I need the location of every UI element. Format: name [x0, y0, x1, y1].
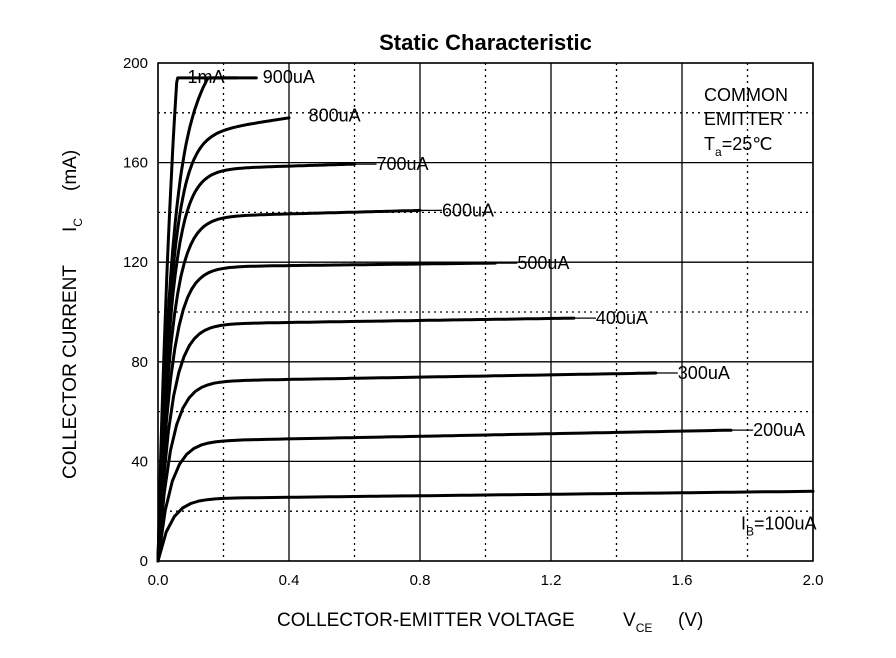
curve-label-500uA: 500uA	[517, 253, 569, 273]
curve-500uA	[156, 261, 497, 563]
x-axis-label-symbol: VCE	[623, 610, 652, 635]
grid	[157, 62, 814, 562]
curve-label-800uA: 800uA	[309, 105, 361, 125]
y-tick-label: 200	[123, 55, 148, 72]
curve-400uA	[156, 316, 576, 563]
plot-frame	[157, 62, 814, 562]
curve-label-600uA: 600uA	[442, 200, 494, 220]
curve-600uA	[156, 208, 422, 563]
curve-label-200uA: 200uA	[753, 420, 805, 440]
curve-label-300uA: 300uA	[678, 363, 730, 383]
x-tick-label: 0.0	[148, 572, 169, 589]
chart-title: Static Characteristic	[379, 30, 592, 55]
curve-labels: IB=100uA 200uA 300uA 400uA 500uA 600uA 700uA 80…	[187, 67, 816, 539]
tick-labels: 0.0 0.4 0.8 1.2 1.6 2.0 0 40 80 120 160 200	[123, 55, 823, 589]
curve-1mA	[156, 76, 239, 563]
x-tick-label: 2.0	[803, 572, 824, 589]
y-tick-label: 120	[123, 254, 148, 271]
x-axis-label-main: COLLECTOR-EMITTER VOLTAGE	[277, 610, 575, 631]
y-tick-label: 40	[131, 453, 148, 470]
y-axis-label-main: COLLECTOR CURRENT	[60, 265, 81, 479]
curve-label-1mA: 1mA	[187, 67, 224, 87]
y-axis-label-group: COLLECTOR CURRENT IC (mA)	[60, 150, 85, 479]
y-tick-label: 160	[123, 155, 148, 172]
curve-800uA	[156, 116, 291, 563]
curves	[156, 76, 815, 563]
x-tick-label: 0.4	[279, 572, 300, 589]
y-axis-label-symbol: IC	[60, 218, 85, 232]
x-tick-label: 1.2	[541, 572, 562, 589]
y-axis-label-unit: (mA)	[60, 150, 81, 191]
curve-300uA	[156, 371, 658, 563]
note-line-3: Ta=25℃	[704, 134, 772, 159]
curve-200uA	[156, 428, 733, 563]
curve-900uA	[156, 76, 258, 563]
x-tick-label: 0.8	[410, 572, 431, 589]
y-tick-label: 0	[140, 553, 148, 570]
curve-label-900uA: 900uA	[263, 67, 315, 87]
note-line-2: EMITTER	[704, 109, 783, 129]
curve-label-400uA: 400uA	[596, 308, 648, 328]
x-axis-label: COLLECTOR-EMITTER VOLTAGE VCE (V)	[277, 610, 703, 635]
common-emitter-note: COMMON EMITTER Ta=25℃	[704, 85, 788, 159]
y-tick-label: 80	[131, 354, 148, 371]
x-tick-label: 1.6	[672, 572, 693, 589]
curve-label-700uA: 700uA	[377, 154, 429, 174]
curve-label-100uA: IB=100uA	[741, 514, 817, 539]
note-line-1: COMMON	[704, 85, 788, 105]
curve-100uA	[156, 489, 815, 563]
y-axis-label: COLLECTOR CURRENT IC (mA)	[60, 150, 85, 479]
curve-700uA	[156, 162, 356, 563]
x-axis-label-unit: (V)	[678, 610, 703, 631]
